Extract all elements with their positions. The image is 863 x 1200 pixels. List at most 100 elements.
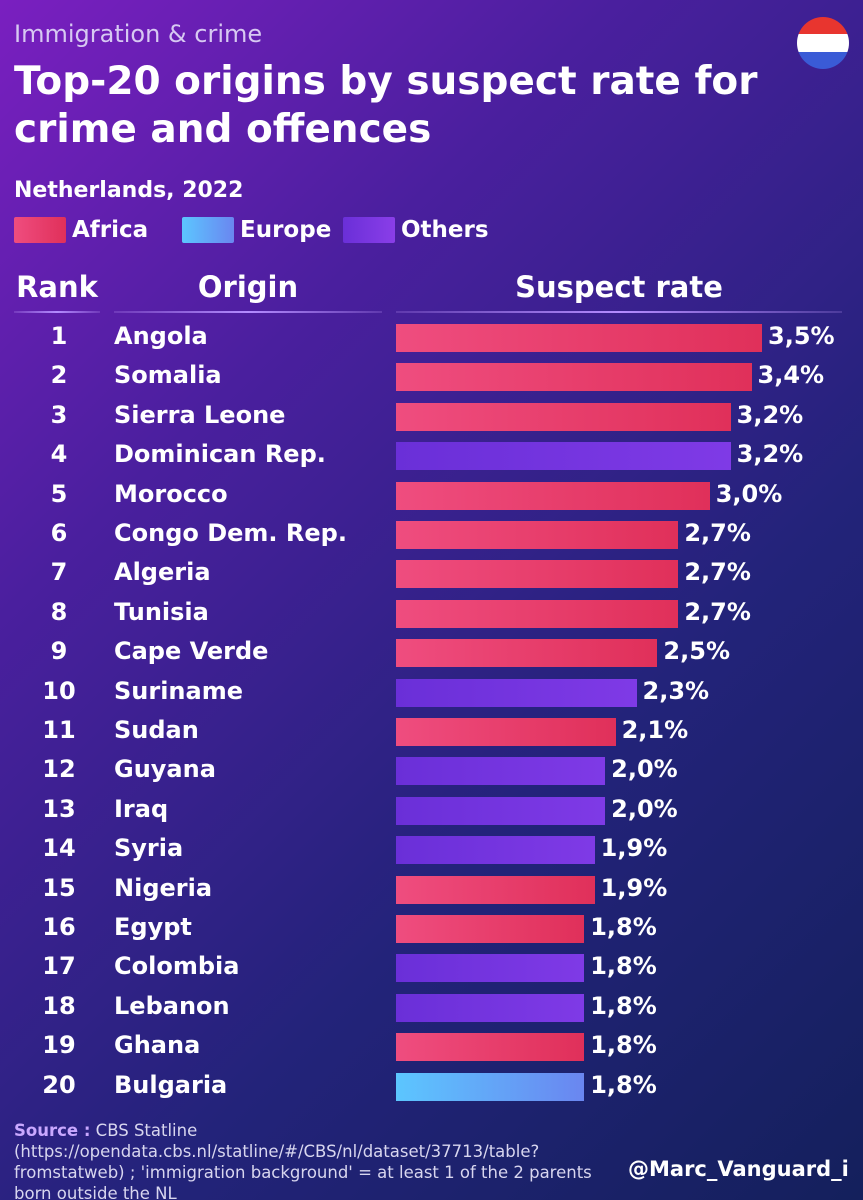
value-label-colombia: 1,8% <box>590 952 657 981</box>
rank-20: 20 <box>42 1070 76 1099</box>
rank-8: 8 <box>50 597 68 626</box>
author-handle: @Marc_Vanguard_i <box>628 1157 849 1181</box>
bar-egypt <box>396 915 585 943</box>
value-label-angola: 3,5% <box>768 322 835 350</box>
rank-18: 18 <box>42 991 76 1020</box>
rank-15: 15 <box>42 873 76 902</box>
value-label-somalia: 3,4% <box>757 361 825 390</box>
bar-nigeria <box>396 875 595 904</box>
value-label-algeria: 2,7% <box>684 558 751 587</box>
bar-bulgaria <box>396 1072 585 1101</box>
bar-congo-dem-rep <box>396 521 679 549</box>
value-label-syria: 1,9% <box>600 834 668 863</box>
bar-guyana <box>396 757 606 786</box>
value-label-sierra-leone: 3,2% <box>736 400 804 429</box>
rank-4: 4 <box>50 440 68 469</box>
bar-sudan <box>396 718 616 746</box>
value-label-morocco: 3,0% <box>715 479 783 508</box>
rank-5: 5 <box>50 479 68 508</box>
legend-swatch-others <box>343 217 395 243</box>
rank-1: 1 <box>50 322 68 350</box>
rank-11: 11 <box>42 716 76 744</box>
rank-19: 19 <box>42 1031 76 1060</box>
origin-label-syria: Syria <box>114 834 184 863</box>
origin-label-colombia: Colombia <box>114 952 240 981</box>
value-label-nigeria: 1,9% <box>600 873 668 902</box>
rank-16: 16 <box>42 913 76 941</box>
bar-lebanon <box>396 993 585 1022</box>
rank-14: 14 <box>42 834 76 863</box>
rank-17: 17 <box>42 952 76 981</box>
value-label-cape-verde: 2,5% <box>663 637 730 666</box>
origin-label-bulgaria: Bulgaria <box>114 1070 228 1099</box>
bar-ghana <box>396 1033 585 1062</box>
source-label: Source : <box>14 1121 91 1140</box>
bar-angola <box>396 324 762 352</box>
origin-label-ghana: Ghana <box>114 1031 201 1060</box>
value-label-iraq: 2,0% <box>611 794 678 823</box>
origin-label-egypt: Egypt <box>114 913 192 941</box>
rank-6: 6 <box>50 519 68 547</box>
kicker: Immigration & crime <box>14 20 263 48</box>
legend-swatch-africa <box>14 217 66 243</box>
rank-9: 9 <box>50 637 68 666</box>
rank-13: 13 <box>42 794 76 823</box>
bar-dominican-rep <box>396 442 731 471</box>
origin-label-morocco: Morocco <box>114 479 228 508</box>
column-divider-rank <box>14 311 100 313</box>
origin-label-nigeria: Nigeria <box>114 873 213 902</box>
bar-algeria <box>396 560 679 589</box>
origin-label-cape-verde: Cape Verde <box>114 637 269 666</box>
value-label-congo-dem-rep: 2,7% <box>684 519 751 547</box>
bar-iraq <box>396 796 606 825</box>
bar-sierra-leone <box>396 402 731 431</box>
origin-label-sudan: Sudan <box>114 716 199 744</box>
origin-label-congo-dem-rep: Congo Dem. Rep. <box>114 519 347 547</box>
column-header-rank: Rank <box>16 270 98 304</box>
bar-somalia <box>396 363 752 392</box>
bar-colombia <box>396 954 585 983</box>
bar-morocco <box>396 481 710 510</box>
origin-label-dominican-rep: Dominican Rep. <box>114 440 326 469</box>
origin-label-guyana: Guyana <box>114 755 216 784</box>
origin-label-tunisia: Tunisia <box>114 597 209 626</box>
bar-tunisia <box>396 599 679 628</box>
value-label-guyana: 2,0% <box>611 755 678 784</box>
origin-label-suriname: Suriname <box>114 676 243 705</box>
legend-label-europe: Europe <box>240 217 332 243</box>
value-label-dominican-rep: 3,2% <box>736 440 804 469</box>
legend-label-africa: Africa <box>72 217 149 243</box>
source-text: CBS Statline (https://opendata.cbs.nl/st… <box>14 1121 592 1200</box>
bar-cape-verde <box>396 639 658 668</box>
value-label-suriname: 2,3% <box>642 676 710 705</box>
bar-syria <box>396 836 595 865</box>
rank-3: 3 <box>50 400 68 429</box>
bar-suriname <box>396 678 637 707</box>
value-label-sudan: 2,1% <box>621 716 689 744</box>
column-divider-origin <box>114 311 382 313</box>
source-note: Source : CBS Statline (https://opendata.… <box>14 1120 614 1200</box>
column-header-rate: Suspect rate <box>515 270 723 304</box>
value-label-ghana: 1,8% <box>590 1031 657 1060</box>
origin-label-angola: Angola <box>114 322 208 350</box>
value-label-bulgaria: 1,8% <box>590 1070 657 1099</box>
origin-label-iraq: Iraq <box>114 794 169 823</box>
chart-title: Top-20 origins by suspect rate for crime… <box>14 59 758 152</box>
chart-subtitle: Netherlands, 2022 <box>14 178 244 203</box>
rank-7: 7 <box>50 558 68 587</box>
value-label-lebanon: 1,8% <box>590 991 657 1020</box>
origin-label-sierra-leone: Sierra Leone <box>114 400 286 429</box>
origin-label-algeria: Algeria <box>114 558 211 587</box>
column-divider-rate <box>396 311 842 313</box>
rank-2: 2 <box>50 361 68 390</box>
netherlands-flag-icon <box>797 17 849 69</box>
rank-10: 10 <box>42 676 76 705</box>
origin-label-somalia: Somalia <box>114 361 222 390</box>
legend-swatch-europe <box>182 217 234 243</box>
value-label-tunisia: 2,7% <box>684 597 751 626</box>
legend-label-others: Others <box>401 217 489 243</box>
rank-12: 12 <box>42 755 76 784</box>
value-label-egypt: 1,8% <box>590 913 657 941</box>
origin-label-lebanon: Lebanon <box>114 991 230 1020</box>
